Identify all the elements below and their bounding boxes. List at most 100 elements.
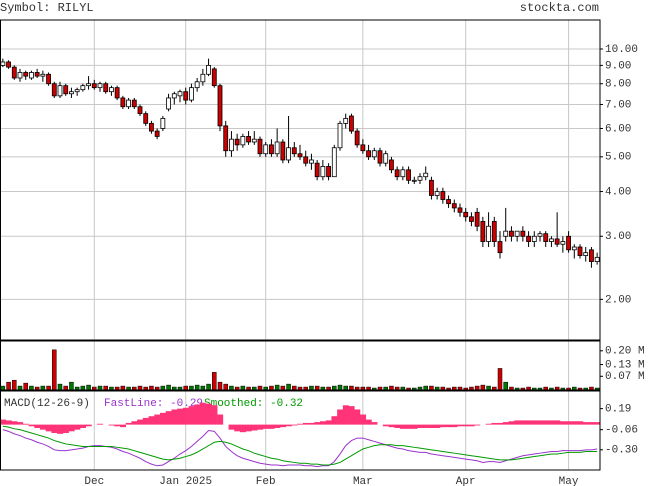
macd-histogram-bar <box>68 424 75 432</box>
candle-body <box>337 122 343 149</box>
macd-histogram-bar <box>297 423 304 425</box>
volume-bar <box>69 381 74 391</box>
y-tick-label: 0.19 <box>605 404 631 416</box>
candle-body <box>251 138 257 143</box>
candle-body <box>189 87 194 101</box>
macd-histogram-bar <box>411 424 418 429</box>
candle-body <box>291 147 297 155</box>
macd-histogram-bar <box>120 424 127 428</box>
candle-body <box>566 235 571 251</box>
y-tick-label: 6.00 <box>605 123 631 135</box>
volume-bar <box>160 385 166 391</box>
volume-bar <box>314 385 320 391</box>
candle-body <box>200 73 206 83</box>
macd-histogram-bar <box>422 424 429 428</box>
candle-body <box>177 91 183 97</box>
y-tick-label: 4.00 <box>605 186 631 198</box>
macd-histogram-bar <box>234 424 241 432</box>
candle-body <box>480 221 486 242</box>
candle-body <box>257 138 263 155</box>
candle-body <box>97 83 103 89</box>
macd-histogram-bar <box>274 424 281 428</box>
candle-body <box>69 91 74 95</box>
candle-body <box>491 221 497 242</box>
volume-bar <box>337 384 343 391</box>
volume-bar <box>166 384 171 391</box>
volume-bar <box>349 385 354 391</box>
x-tick-label: Feb <box>256 476 276 486</box>
candle-body <box>46 73 51 85</box>
macd-histogram-bar <box>257 424 264 430</box>
candle-body <box>80 85 86 91</box>
candle-body <box>571 246 577 251</box>
macd-histogram-bar <box>245 424 252 432</box>
candle-body <box>349 115 354 132</box>
candle-body <box>206 64 211 75</box>
volume-bar <box>223 383 228 391</box>
candle-body <box>160 118 166 129</box>
y-tick-label: 9.00 <box>605 60 631 72</box>
candle-body <box>531 235 537 242</box>
candle-body <box>297 153 303 158</box>
macd-histogram-bar <box>262 424 269 429</box>
volume-bar <box>332 385 337 391</box>
x-tick-label: Apr <box>456 476 476 486</box>
x-tick-label: Mar <box>353 476 373 486</box>
candle-body <box>463 211 469 218</box>
candle-body <box>474 211 480 227</box>
x-tick-label: Dec <box>84 476 104 486</box>
macd-histogram-bar <box>342 405 349 425</box>
candle-body <box>589 249 594 262</box>
candle-body <box>526 235 531 242</box>
macd-histogram-bar <box>228 424 235 430</box>
candle-body <box>331 147 337 178</box>
macd-histogram-bar <box>491 422 498 425</box>
macd-histogram-bar <box>97 423 104 425</box>
macd-histogram-bar <box>205 403 212 425</box>
candle-body <box>143 113 149 124</box>
macd-histogram-bar <box>325 420 332 425</box>
volume-bar <box>280 385 286 391</box>
macd-histogram-bar <box>80 424 87 428</box>
candle-body <box>137 106 143 115</box>
candle-body <box>520 230 526 237</box>
macd-histogram-bar <box>520 420 527 425</box>
volume-bar <box>97 385 103 391</box>
macd-histogram-bar <box>285 424 292 427</box>
candle-body <box>371 150 377 158</box>
candle-body <box>126 99 131 108</box>
volume-bar <box>6 381 11 391</box>
volume-bar <box>29 385 34 391</box>
volume-bar <box>23 382 28 391</box>
macd-histogram-bar <box>502 422 509 425</box>
candle-body <box>543 233 549 242</box>
macd-histogram-bar <box>417 424 424 428</box>
candle-body <box>171 93 177 99</box>
candle-body <box>594 256 600 262</box>
macd-histogram-bar <box>131 421 138 425</box>
x-tick-label: May <box>559 476 579 486</box>
candle-body <box>440 191 446 200</box>
volume-bar <box>257 385 263 391</box>
candle-body <box>229 138 234 152</box>
macd-histogram-bar <box>200 402 207 425</box>
macd-histogram-bar <box>365 419 372 425</box>
volume-bar <box>103 385 108 391</box>
candle-body <box>366 150 371 158</box>
candle-body <box>326 166 331 178</box>
macd-histogram-bar <box>548 420 555 425</box>
macd-histogram-bar <box>177 408 184 425</box>
macd-histogram-bar <box>142 417 149 425</box>
candle-body <box>389 159 394 171</box>
candle-body <box>280 141 286 161</box>
candle-body <box>554 238 560 245</box>
volume-bar <box>149 385 154 391</box>
macd-histogram-bar <box>560 421 567 425</box>
volume-bar <box>40 385 46 391</box>
y-tick-label: 0.13 M <box>605 359 645 371</box>
candle-body <box>457 207 463 213</box>
candle-body <box>63 85 69 95</box>
volume-bar <box>309 385 314 391</box>
candle-body <box>417 176 423 181</box>
macd-histogram-bar <box>565 421 572 425</box>
